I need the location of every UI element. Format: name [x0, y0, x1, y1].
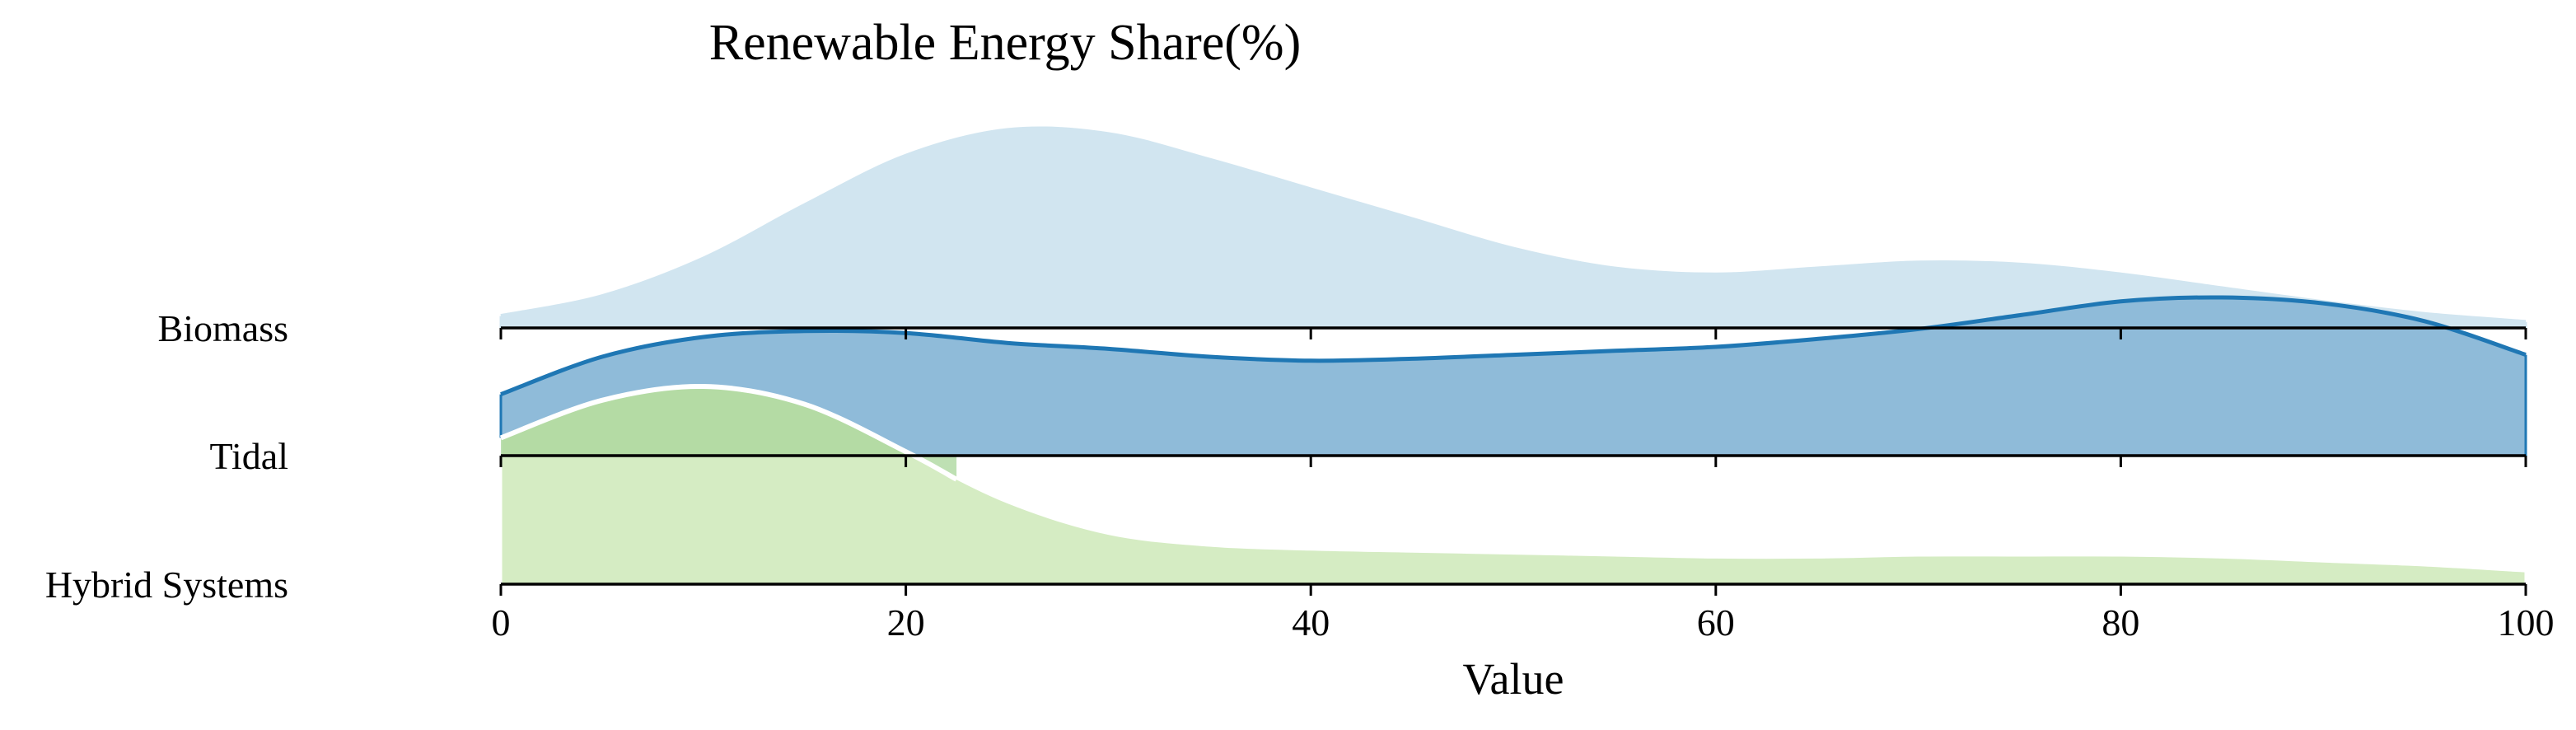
ridge-area-tidal	[501, 297, 2526, 456]
ridges-group	[499, 126, 2527, 584]
baselines-group	[501, 326, 2526, 586]
overlap-area-hybrid-systems	[501, 386, 957, 480]
ridge-area-hybrid-systems	[501, 386, 2526, 584]
x-tick-label-0: 0	[492, 601, 511, 643]
x-tick-label-40: 40	[1292, 601, 1330, 643]
x-tick-label-60: 60	[1697, 601, 1735, 643]
row-label-hybrid-systems: Hybrid Systems	[45, 564, 288, 606]
x-axis-label: Value	[1463, 654, 1564, 704]
ridge-area-biomass	[501, 128, 2526, 328]
x-tick-label-80: 80	[2101, 601, 2139, 643]
x-tick-label-20: 20	[887, 601, 925, 643]
row-labels-group: Biomass Tidal Hybrid Systems	[45, 307, 288, 606]
x-ticks-group: 0 20 40 60 80 100	[492, 328, 2555, 643]
x-tick-label-100: 100	[2498, 601, 2555, 643]
chart-title: Renewable Energy Share(%)	[709, 15, 1301, 71]
row-label-tidal: Tidal	[210, 435, 288, 477]
ridge-line-biomass	[500, 126, 2527, 325]
ridge-line-tidal	[500, 295, 2527, 396]
overlap-line-hybrid-systems	[499, 383, 958, 482]
row-label-biomass: Biomass	[158, 307, 288, 349]
